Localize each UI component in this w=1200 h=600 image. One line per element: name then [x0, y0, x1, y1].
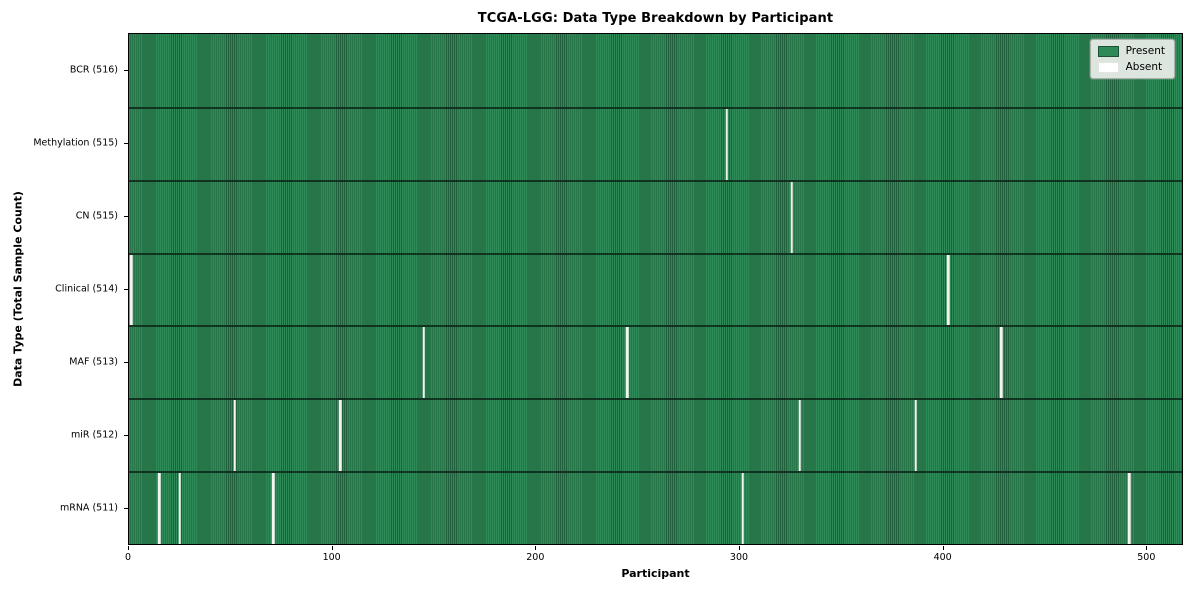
absent-marker-mrna [1127, 473, 1131, 544]
legend-label-present: Present [1125, 45, 1165, 57]
x-tick-label: 0 [124, 552, 132, 563]
y-tick-label-maf: MAF (513) [69, 356, 118, 368]
heatmap-row-cn [129, 179, 1182, 253]
legend-swatch-absent [1097, 61, 1119, 73]
y-tick-mark [124, 435, 128, 437]
absent-marker-clinical [129, 254, 133, 326]
heatmap-row-bcr [129, 34, 1182, 107]
absent-marker-mrna [158, 473, 161, 544]
x-tick-mark [739, 546, 740, 550]
x-tick-mark [535, 546, 537, 550]
y-tick-label-bcr: BCR (516) [69, 64, 118, 76]
legend-swatch-present [1097, 45, 1119, 57]
legend: Present Absent [1089, 39, 1175, 79]
x-tick-label: 400 [933, 552, 952, 563]
legend-label-absent: Absent [1125, 61, 1163, 73]
y-tick-mark [124, 142, 128, 144]
absent-marker-mir [914, 400, 917, 472]
x-tick-mark [942, 546, 944, 550]
x-tick-mark [128, 546, 129, 550]
absent-marker-mrna [741, 473, 745, 544]
y-tick-mark [124, 69, 128, 71]
heatmap-row-methylation [129, 106, 1182, 180]
x-tick-label: 100 [322, 552, 341, 563]
y-tick-mark [124, 508, 128, 510]
absent-marker-clinical [946, 254, 950, 326]
x-tick-label: 300 [729, 552, 749, 563]
y-tick-label-mir: miR (512) [70, 429, 118, 441]
y-axis: BCR (516) Methylation (515) CN (515) Clinic… [0, 33, 128, 545]
absent-marker-mir [798, 400, 802, 472]
heatmap-row-maf [129, 325, 1182, 399]
absent-marker-maf [422, 327, 425, 399]
heatmap-row-mir [129, 398, 1182, 472]
y-tick-label-mrna: mRNA (511) [59, 502, 118, 514]
y-tick-mark [124, 289, 128, 290]
absent-marker-maf [625, 327, 629, 399]
absent-marker-methylation [725, 108, 728, 180]
legend-entry-absent: Absent [1097, 61, 1165, 73]
x-axis-label: Participant [621, 567, 690, 580]
y-tick-label-cn: CN (515) [75, 210, 118, 222]
absent-marker-cn [790, 181, 793, 253]
heatmap-row-mrna [129, 471, 1182, 544]
y-tick-label-clinical: Clinical (514) [55, 283, 118, 295]
absent-marker-mir [233, 400, 236, 472]
absent-marker-mrna [272, 473, 275, 544]
x-axis: 0 100 200 300 400 500 [124, 546, 1183, 572]
x-tick-mark [331, 546, 333, 550]
chart-title: TCGA-LGG: Data Type Breakdown by Partici… [477, 11, 834, 26]
y-tick-mark [124, 362, 128, 364]
x-tick-mark [1146, 546, 1148, 550]
y-tick-label-methylation: Methylation (515) [33, 137, 118, 149]
legend-entry-present: Present [1097, 45, 1165, 57]
absent-marker-mrna [178, 473, 182, 544]
heatmap-row-clinical [129, 252, 1182, 326]
absent-marker-maf [999, 327, 1003, 399]
x-tick-label: 500 [1137, 552, 1156, 563]
y-tick-mark [124, 215, 128, 217]
absent-marker-mir [339, 400, 342, 472]
plot-area: Present Absent [128, 33, 1183, 545]
x-tick-label: 200 [526, 552, 545, 563]
